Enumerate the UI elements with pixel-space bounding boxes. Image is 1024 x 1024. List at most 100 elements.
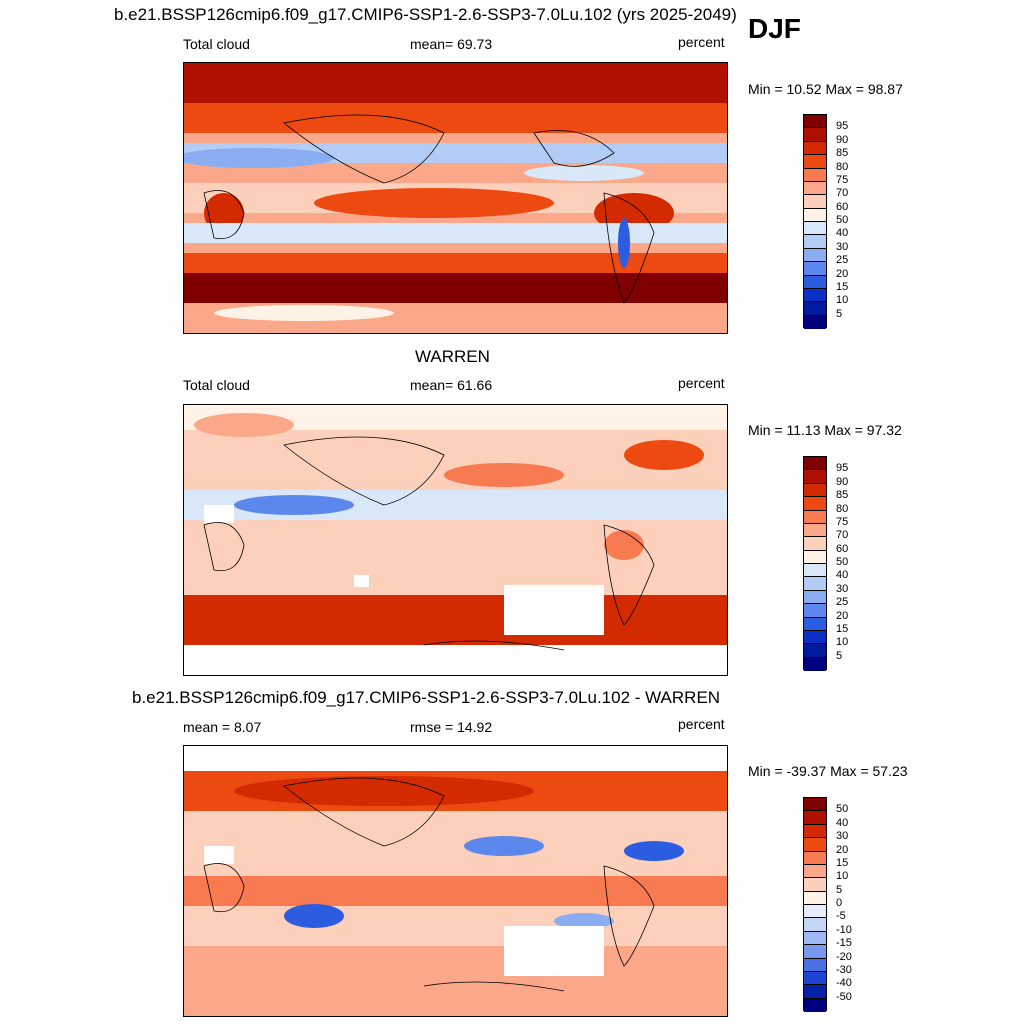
colorbar-tick-label: -15 [836,937,852,950]
colorbar-swatch [804,657,826,671]
colorbar-swatch [804,497,826,511]
colorbar-tick-label: 70 [836,187,849,200]
season-label: DJF [748,13,801,44]
colorbar-tick-label: 40 [836,816,849,829]
colorbar-tick-label: 85 [836,147,849,160]
colorbar-swatch [804,971,826,986]
colorbar-tick-label: 60 [836,542,849,555]
colorbar-tick-label: 15 [836,856,849,869]
panel2-title: WARREN [415,347,490,366]
colorbar-swatch [804,457,826,471]
panel3-units: percent [678,716,725,732]
colorbar-swatch [804,998,826,1012]
panel1-left-label: Total cloud [183,36,250,52]
colorbar-swatch [804,550,826,564]
panel3-colorbar [803,797,827,1012]
colorbar-swatch [804,523,826,538]
colorbar-swatch [804,798,826,812]
case-title: b.e21.BSSP126cmip6.f09_g17.CMIP6-SSP1-2.… [114,5,737,24]
colorbar-swatch [804,838,826,852]
colorbar-swatch [804,537,826,551]
panel3-title: b.e21.BSSP126cmip6.f09_g17.CMIP6-SSP1-2.… [132,688,721,707]
colorbar-swatch [804,564,826,578]
colorbar-tick-label: -30 [836,963,852,976]
colorbar-swatch [804,115,826,129]
colorbar-tick-label: 90 [836,133,849,146]
colorbar-swatch [804,985,826,999]
colorbar-tick-label: -10 [836,923,852,936]
colorbar-tick-label: 50 [836,803,849,816]
colorbar-tick-label: 30 [836,830,849,843]
colorbar-tick-label: 75 [836,515,849,528]
colorbar-swatch [804,483,826,498]
colorbar-swatch [804,128,826,142]
colorbar-swatch [804,470,826,484]
panel1-map [183,62,728,334]
colorbar-swatch [804,195,826,209]
colorbar-swatch [804,617,826,631]
colorbar-swatch [804,510,826,524]
colorbar-tick-label: 30 [836,582,849,595]
colorbar-tick-label: 85 [836,489,849,502]
colorbar-swatch [804,315,826,329]
colorbar-tick-label: 95 [836,120,849,133]
colorbar-swatch [804,878,826,892]
colorbar-swatch [804,302,826,316]
colorbar-tick-label: 50 [836,214,849,226]
panel2-colorbar [803,456,827,671]
colorbar-swatch [804,945,826,959]
colorbar-tick-label: 30 [836,240,849,253]
colorbar-swatch [804,590,826,605]
panel3-rmse-label: rmse = 14.92 [410,719,493,735]
colorbar-tick-label: 50 [836,556,849,568]
colorbar-tick-label: 20 [836,843,849,856]
colorbar-tick-label: 95 [836,462,849,475]
colorbar-tick-label: 90 [836,475,849,488]
colorbar-swatch [804,891,826,905]
panel2-minmax: Min = 11.13 Max = 97.32 [748,422,902,438]
colorbar-swatch [804,918,826,932]
colorbar-tick-label: 60 [836,200,849,213]
colorbar-swatch [804,958,826,972]
colorbar-swatch [804,824,826,839]
colorbar-tick-label: -40 [836,977,852,990]
colorbar-swatch [804,864,826,879]
colorbar-tick-label: 10 [836,294,849,307]
colorbar-swatch [804,168,826,182]
colorbar-swatch [804,577,826,591]
colorbar-tick-label: -20 [836,950,852,963]
panel2-units: percent [678,375,725,391]
panel3-map [183,745,728,1017]
colorbar-swatch [804,181,826,196]
colorbar-tick-label: 15 [836,280,849,293]
colorbar-tick-label: 20 [836,267,849,280]
colorbar-swatch [804,288,826,303]
colorbar-swatch [804,905,826,919]
colorbar-swatch [804,141,826,156]
panel3-minmax: Min = -39.37 Max = 57.23 [748,763,908,779]
colorbar-tick-label: 5 [836,649,843,662]
panel1-colorbar [803,114,827,329]
colorbar-tick-label: 70 [836,529,849,542]
colorbar-tick-label: 25 [836,254,849,267]
colorbar-tick-label: 10 [836,636,849,649]
colorbar-swatch [804,851,826,865]
colorbar-tick-label: 80 [836,160,849,173]
colorbar-tick-label: 25 [836,596,849,609]
panel2-map [183,404,728,676]
colorbar-tick-label: 80 [836,502,849,515]
colorbar-tick-label: 20 [836,609,849,622]
colorbar-tick-label: 5 [836,883,843,896]
colorbar-swatch [804,630,826,645]
colorbar-tick-label: 40 [836,227,849,240]
colorbar-swatch [804,275,826,289]
colorbar-tick-label: -5 [836,910,846,923]
colorbar-swatch [804,235,826,249]
colorbar-swatch [804,155,826,169]
panel2-left-label: Total cloud [183,377,250,393]
panel1-minmax: Min = 10.52 Max = 98.87 [748,81,903,97]
panel1-units: percent [678,34,725,50]
colorbar-tick-label: 0 [836,897,843,909]
colorbar-swatch [804,208,826,222]
colorbar-tick-label: 10 [836,870,849,883]
